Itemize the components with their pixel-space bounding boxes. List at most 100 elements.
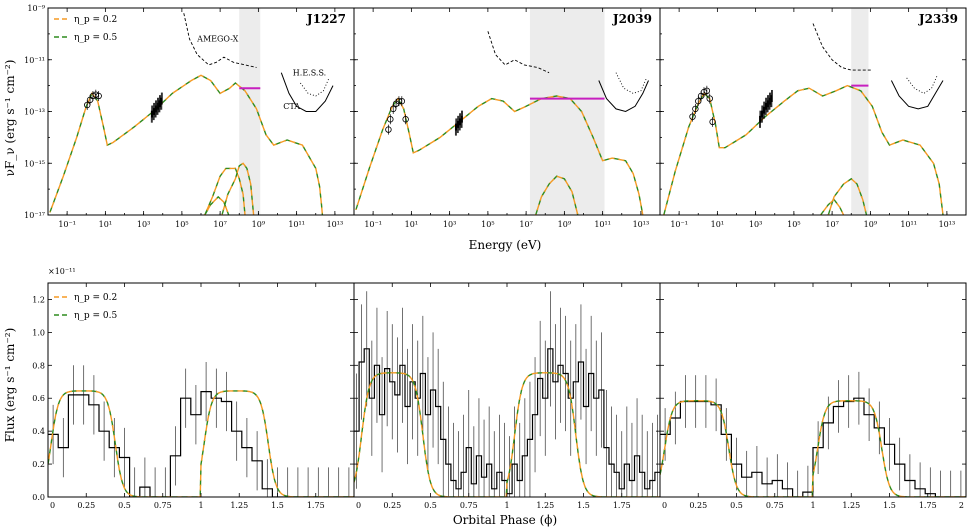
x-tick-label: 10⁹	[252, 220, 266, 229]
x-tick-label: 1	[810, 501, 815, 510]
optical-data-point	[385, 126, 392, 133]
optical-data-point	[390, 105, 397, 113]
x-tick-label: 10⁻¹	[364, 220, 382, 229]
y-tick-label: 0.4	[32, 427, 45, 436]
x-tick-label: 10³	[137, 220, 150, 229]
y-tick-label: 10⁻⁹	[27, 4, 45, 13]
x-tick-label-last: 2	[959, 501, 964, 510]
sed-model-curve-eta02	[355, 95, 644, 215]
lc-plot-area	[48, 362, 354, 497]
x-tick-label: 0.75	[154, 501, 172, 510]
sed-panel-J2039: 10⁻¹ 10¹ 10³ 10⁵ 10⁷ 10⁹ 10¹¹ 10¹³ J2039	[353, 7, 661, 229]
x-tick-label: 1.75	[613, 501, 631, 510]
legend-entry: η_p = 0.2	[74, 293, 117, 303]
optical-data-point	[402, 116, 409, 123]
sed-plot-area	[663, 8, 944, 215]
x-tick-label: 1.25	[536, 501, 554, 510]
x-tick-label: 10¹	[711, 220, 724, 229]
y-tick-label: 1.0	[32, 328, 45, 337]
lc-panel-J2039: 0 0.25 0.5 0.75 1 1.25 1.5 1.75	[353, 282, 661, 510]
sed-panels: 10⁻¹ 10¹ 10³ 10⁵ 10⁷ 10⁹ 10¹¹ 10¹³ 10⁻¹⁷ 10⁻¹⁵ 10⁻…	[24, 4, 967, 229]
gamma-model-curve-eta05	[827, 177, 868, 215]
amego-label: AMEGO-X	[196, 35, 238, 44]
x-tick-label: 1.5	[577, 501, 590, 510]
optical-data-point	[95, 92, 102, 100]
y-tick-label: 0.0	[32, 493, 45, 502]
x-tick-label: 10⁹	[558, 220, 572, 229]
x-tick-label: 1	[504, 501, 509, 510]
x-tick-label: 10⁵	[787, 220, 800, 229]
legend-entry: η_p = 0.2	[74, 15, 117, 25]
sed-model-curve-eta05	[663, 84, 944, 215]
lc-panel-J1227: 0 0.25 0.5 0.75 1 1.25 1.5 1.75 0.0 0.2 0.4 0.6 0.8 1…	[32, 282, 355, 510]
gamma-model-curve-b-eta02	[221, 162, 255, 215]
x-tick-label: 10¹³	[633, 220, 650, 229]
x-tick-label: 0.5	[424, 501, 437, 510]
x-tick-label: 1.5	[883, 501, 896, 510]
x-tick-label: 10⁷	[213, 220, 226, 229]
x-tick-label: 0.25	[689, 501, 707, 510]
gamma-model-curve-eta02	[535, 175, 579, 215]
cta-sensitivity-curve	[598, 80, 649, 113]
x-tick-label: 10⁻¹	[58, 220, 76, 229]
x-tick-label: 10³	[443, 220, 456, 229]
lc-model-eta02	[660, 400, 966, 497]
x-tick-label: 1	[198, 501, 203, 510]
cta-sensitivity-curve	[890, 80, 944, 110]
x-tick-label: 10⁻¹	[670, 220, 688, 229]
y-tick-label: 0.6	[32, 394, 45, 403]
amego-sensitivity-curve	[183, 13, 257, 68]
x-tick-label: 0	[662, 501, 667, 510]
gamma-model-curve-eta02	[204, 167, 246, 215]
sed-y-axis-label: νF_ν (erg s⁻¹ cm⁻²)	[3, 60, 17, 177]
x-tick-label: 10⁵	[175, 220, 188, 229]
lc-x-axis-label: Orbital Phase (ϕ)	[453, 513, 557, 527]
energy-band-shade	[529, 8, 605, 215]
optical-data-point	[692, 105, 699, 113]
optical-data-point	[706, 95, 713, 102]
x-tick-label: 10³	[749, 220, 762, 229]
lightcurve-panels: 0 0.25 0.5 0.75 1 1.25 1.5 1.75 0.0 0.2 0.4 0.6 0.8 1…	[32, 282, 967, 510]
panel-name: J1227	[306, 12, 346, 26]
hess-sensitivity-curve	[906, 75, 938, 94]
lc-model-eta05	[660, 400, 966, 497]
lc-histogram	[660, 397, 966, 497]
x-tick-label: 0.25	[77, 501, 95, 510]
y-tick-label: 10⁻¹⁵	[24, 159, 45, 168]
x-tick-label: 1.75	[307, 501, 325, 510]
lc-model-eta02	[48, 390, 354, 497]
x-tick-label: 1.25	[230, 501, 248, 510]
lc-plot-area	[354, 291, 660, 497]
x-tick-label: 1.25	[842, 501, 860, 510]
x-tick-label: 10¹¹	[594, 220, 611, 229]
energy-band-shade	[851, 8, 869, 215]
x-tick-label: 1.5	[271, 501, 284, 510]
energy-band-shade	[239, 8, 261, 215]
sed-model-curve-eta02	[663, 84, 944, 215]
sed-model-curve-eta05	[49, 74, 324, 215]
x-tick-label: 10⁷	[519, 220, 532, 229]
y-tick-label: 10⁻¹⁷	[24, 211, 45, 220]
optical-data-point	[387, 116, 394, 123]
lc-panel-J2339: 0 0.25 0.5 0.75 1 1.25 1.5 1.75 2	[659, 282, 967, 510]
x-tick-label: 10¹³	[327, 220, 344, 229]
hess-sensitivity-curve	[615, 72, 648, 94]
optical-data-point	[398, 97, 406, 105]
x-tick-label: 10¹³	[939, 220, 956, 229]
optical-data-point	[84, 101, 91, 109]
gamma-model-curve-b-eta05	[221, 162, 255, 215]
sed-panel-J2339: 10⁻¹ 10¹ 10³ 10⁵ 10⁷ 10⁹ 10¹¹ 10¹³ J2339	[659, 7, 967, 229]
lc-model-eta05	[48, 390, 354, 497]
sed-panel-frame	[353, 7, 661, 216]
x-tick-label: 0.5	[730, 501, 743, 510]
x-tick-label: 0	[356, 501, 361, 510]
legend-entry: η_p = 0.5	[74, 311, 118, 321]
hess-label: H.E.S.S.	[293, 68, 326, 77]
ic-model-curve-eta02	[820, 198, 845, 215]
ic-model-curve-eta02	[204, 195, 230, 215]
lc-model-eta05	[354, 372, 660, 497]
x-tick-label: 0.5	[118, 501, 131, 510]
lc-y-scale-note: ×10⁻¹¹	[48, 267, 76, 276]
amego-sensitivity-curve	[812, 23, 873, 71]
